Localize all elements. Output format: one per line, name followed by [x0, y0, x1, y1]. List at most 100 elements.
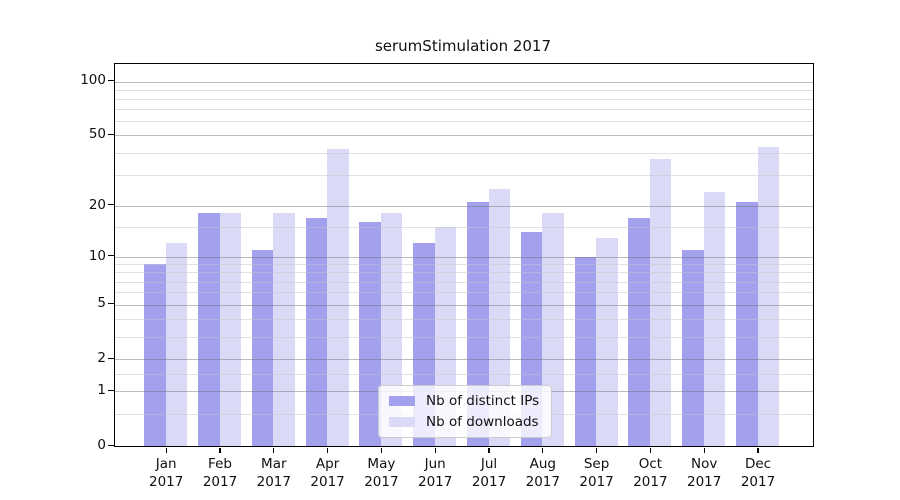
legend: Nb of distinct IPs Nb of downloads [378, 385, 553, 438]
minor-gridline [115, 373, 813, 375]
bar-ips-may [359, 222, 381, 446]
bar-downloads-feb [219, 213, 241, 446]
x-tick-mark [380, 448, 383, 453]
bar-downloads-apr [327, 148, 349, 446]
x-tick-mark [703, 448, 705, 453]
minor-gridline [115, 281, 813, 283]
major-gridline [115, 81, 813, 83]
legend-label-distinct-ips: Nb of distinct IPs [426, 393, 540, 409]
legend-label-downloads: Nb of downloads [426, 414, 539, 430]
x-tick-mark [757, 448, 759, 453]
legend-entry-distinct-ips: Nb of distinct IPs [389, 393, 539, 409]
x-tick-mark [165, 448, 167, 453]
y-tick-mark [107, 204, 114, 206]
y-tick-mark [107, 357, 114, 360]
x-tick-mark [649, 448, 652, 453]
bar-downloads-sep [596, 237, 618, 446]
x-tick-label: Jul 2017 [461, 455, 517, 491]
y-tick-label: 50 [88, 126, 106, 143]
bar-ips-sep [574, 256, 597, 446]
x-tick-label: Dec 2017 [730, 455, 786, 491]
x-tick-mark [488, 448, 490, 453]
major-gridline [115, 359, 813, 361]
chart-title: serumStimulation 2017 [374, 37, 552, 55]
x-tick-label: May 2017 [353, 455, 409, 491]
x-tick-year: 2017 [310, 474, 345, 490]
y-tick-mark [107, 255, 114, 257]
x-tick-year: 2017 [525, 474, 560, 490]
bar-downloads-jan [165, 243, 188, 446]
x-tick-label: Aug 2017 [515, 455, 571, 491]
legend-swatch-downloads [389, 417, 415, 427]
y-tick-label: 20 [88, 196, 106, 213]
minor-gridline [115, 152, 813, 154]
bar-downloads-jul [488, 188, 510, 446]
bar-downloads-oct [649, 158, 672, 446]
x-tick-label: Apr 2017 [300, 455, 356, 491]
x-tick-year: 2017 [687, 474, 722, 490]
x-tick-year: 2017 [471, 474, 507, 490]
x-tick-label: Sep 2017 [569, 455, 625, 491]
x-tick-year: 2017 [633, 474, 668, 490]
y-tick-mark [107, 133, 114, 136]
bar-ips-jan [144, 264, 166, 446]
x-tick-year: 2017 [202, 474, 238, 490]
x-tick-year: 2017 [740, 474, 776, 490]
minor-gridline [115, 89, 813, 91]
x-tick-year: 2017 [579, 474, 614, 490]
minor-gridline [115, 98, 813, 100]
bar-ips-jul [467, 201, 489, 446]
minor-gridline [115, 318, 813, 320]
x-tick-mark [326, 448, 329, 453]
major-gridline [115, 256, 813, 258]
y-tick-label: 2 [97, 350, 106, 367]
x-tick-label: Feb 2017 [192, 455, 248, 491]
y-tick-label: 10 [88, 247, 106, 264]
minor-gridline [115, 292, 813, 294]
x-tick-mark [434, 448, 436, 453]
bar-ips-oct [628, 217, 650, 446]
minor-gridline [115, 264, 813, 266]
major-gridline [115, 135, 813, 137]
y-tick-mark [107, 444, 114, 446]
y-tick-label: 100 [80, 72, 106, 89]
x-tick-year: 2017 [256, 474, 291, 490]
legend-swatch-distinct-ips [389, 396, 415, 406]
bar-ips-feb [198, 213, 220, 446]
x-tick-year: 2017 [149, 474, 184, 490]
minor-gridline [115, 227, 813, 228]
minor-gridline [115, 109, 813, 111]
bar-ips-apr [305, 217, 328, 446]
x-tick-year: 2017 [418, 474, 453, 490]
y-tick-mark [107, 79, 114, 82]
x-tick-mark [219, 448, 221, 453]
bar-ips-dec [736, 201, 758, 446]
y-tick-mark [107, 302, 114, 305]
bar-downloads-dec [757, 147, 779, 446]
major-gridline [115, 205, 813, 207]
legend-entry-downloads: Nb of downloads [389, 414, 539, 430]
bar-ips-mar [251, 249, 274, 446]
y-tick-label: 1 [97, 382, 106, 399]
y-tick-label: 0 [97, 437, 106, 453]
x-tick-mark [595, 448, 598, 453]
minor-gridline [115, 174, 813, 176]
bar-ips-nov [682, 249, 704, 446]
minor-gridline [115, 272, 813, 274]
minor-gridline [115, 121, 813, 123]
x-tick-label: Nov 2017 [676, 455, 732, 491]
x-tick-label: Mar 2017 [246, 455, 302, 491]
x-tick-mark [542, 448, 544, 453]
minor-gridline [115, 336, 813, 338]
y-tick-mark [107, 389, 114, 392]
major-gridline [115, 304, 813, 306]
plot-area: Nb of distinct IPs Nb of downloads [114, 63, 814, 447]
x-tick-mark [273, 448, 275, 453]
bar-downloads-mar [273, 213, 295, 446]
y-tick-label: 5 [97, 295, 106, 312]
x-tick-label: Jun 2017 [407, 455, 463, 491]
x-tick-year: 2017 [364, 474, 399, 490]
x-tick-label: Oct 2017 [622, 455, 678, 491]
x-tick-label: Jan 2017 [138, 455, 194, 491]
